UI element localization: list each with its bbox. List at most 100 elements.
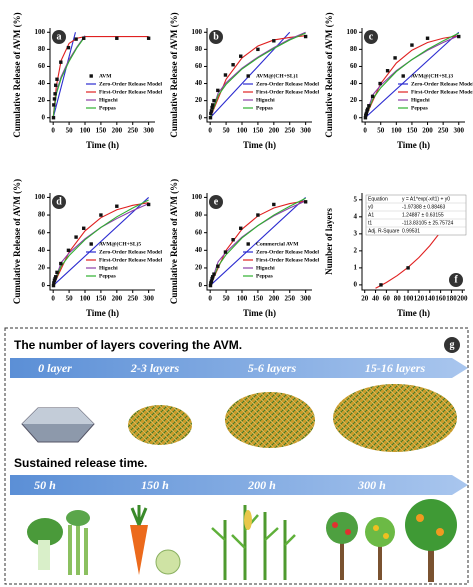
x-tick-label: 250 (284, 127, 295, 135)
legend-label: Higuchi (256, 265, 275, 271)
y-tick-label: 80 (195, 45, 203, 53)
data-point (256, 213, 260, 217)
data-point (365, 109, 369, 113)
frame (4, 327, 469, 585)
table-cell: t1 (368, 220, 372, 226)
legend-label: Zero-Order Release Model (256, 81, 319, 87)
x-tick-label: 200 (112, 127, 123, 135)
y-tick-label: 5 (354, 195, 358, 203)
y-tick-label: 80 (350, 45, 358, 53)
data-point (385, 69, 390, 73)
y-axis-label: Cumulative Release of AVM (%) (12, 12, 22, 137)
data-point (59, 261, 63, 266)
x-tick-label: 250 (127, 127, 138, 135)
legend-swatch (401, 74, 405, 78)
x-tick-label: 300 (300, 295, 311, 303)
coated-particle (225, 392, 315, 448)
legend-label: Higuchi (256, 97, 275, 103)
y-tick-label: 80 (195, 211, 203, 219)
x-tick-label: 0 (51, 295, 55, 303)
x-axis-label: Time (h) (86, 308, 119, 318)
y-tick-label: 20 (38, 96, 46, 104)
chart: 0 50 100 150 200 250 300 0 20 40 60 80 100 Time (h) Cu… (169, 12, 320, 150)
x-tick-label: 150 (96, 127, 107, 135)
panel-label: d (56, 196, 62, 207)
x-tick-label: 200 (269, 295, 280, 303)
y-tick-label: 20 (195, 96, 203, 104)
data-point (365, 107, 370, 111)
data-point (115, 204, 119, 208)
data-point (272, 39, 276, 43)
axes (206, 193, 312, 291)
legend-label: Commercial AVM (256, 241, 299, 247)
legend-label: AVM (99, 73, 112, 79)
layer-label: 0 layer (38, 361, 72, 375)
y-tick-label: 0 (199, 113, 203, 121)
panel-label: a (57, 31, 62, 42)
table-cell: 1.24887 ± 0.63155 (402, 212, 444, 218)
data-point (410, 43, 414, 47)
data-point (364, 111, 369, 116)
carrot-cabbage (130, 505, 181, 575)
chart: 0 50 100 150 200 250 300 0 20 40 60 80 100 Time (h) Cu… (12, 12, 163, 150)
panel-badge (52, 195, 66, 209)
table-cell: y0 (368, 204, 374, 210)
data-point (82, 226, 86, 230)
data-point (52, 278, 57, 282)
legend-label: Zero-Order Release Model (256, 249, 319, 255)
y-tick-label: 60 (195, 228, 203, 236)
y-tick-label: 0 (354, 113, 358, 121)
x-tick-label: 0 (363, 127, 367, 135)
data-point (216, 88, 220, 93)
data-point (209, 109, 214, 113)
legend-label: Peppas (256, 273, 273, 279)
chart: 0 50 100 150 200 250 300 0 20 40 60 80 100 Time (h) Cu… (324, 12, 473, 150)
arrow-band (10, 475, 468, 495)
x-tick-label: 40 (372, 295, 380, 303)
fit-line (52, 202, 149, 286)
data-point (53, 276, 57, 281)
fit-line (209, 197, 306, 286)
table-cell: Equation (368, 196, 388, 202)
data-point (367, 104, 371, 108)
y-tick-label: 0 (199, 281, 203, 289)
panel-g: The number of layers covering the AVM. g… (4, 327, 469, 585)
fit-line (209, 35, 306, 118)
x-tick-label: 160 (435, 295, 446, 303)
x-tick-label: 60 (383, 295, 391, 303)
data-point (209, 279, 214, 283)
x-tick-label: 100 (237, 127, 248, 135)
data-point (363, 116, 368, 120)
x-tick-label: 200 (269, 127, 280, 135)
legend-swatch (246, 74, 250, 78)
x-tick-label: 200 (112, 295, 123, 303)
y-tick-label: 100 (35, 28, 46, 36)
data-point (208, 116, 213, 120)
time-title: Sustained release time. (14, 456, 147, 470)
arrow-band (10, 358, 468, 378)
x-tick-label: 250 (127, 295, 138, 303)
x-tick-label: 100 (80, 295, 91, 303)
x-tick-label: 50 (66, 127, 74, 135)
x-axis-label: Time (h) (397, 140, 430, 150)
legend-label: Peppas (256, 105, 273, 111)
y-tick-label: 40 (195, 79, 203, 87)
x-tick-label: 300 (143, 295, 154, 303)
data-point (231, 63, 235, 67)
y-tick-label: 60 (350, 62, 358, 70)
x-tick-label: 0 (208, 295, 212, 303)
y-axis-label: Cumulative Release of AVM (%) (169, 12, 179, 137)
legend-label: Peppas (99, 105, 116, 111)
x-tick-label: 140 (425, 295, 436, 303)
x-tick-label: 180 (446, 295, 457, 303)
data-point (51, 283, 56, 288)
data-point (256, 47, 260, 52)
fit-line (209, 32, 306, 118)
y-tick-label: 0 (354, 281, 358, 289)
x-axis-label: Time (h) (243, 308, 276, 318)
legend-label: Higuchi (99, 97, 118, 103)
fit-line (364, 31, 460, 119)
axes (206, 28, 312, 123)
data-point (378, 81, 382, 86)
y-tick-label: 100 (347, 28, 358, 36)
